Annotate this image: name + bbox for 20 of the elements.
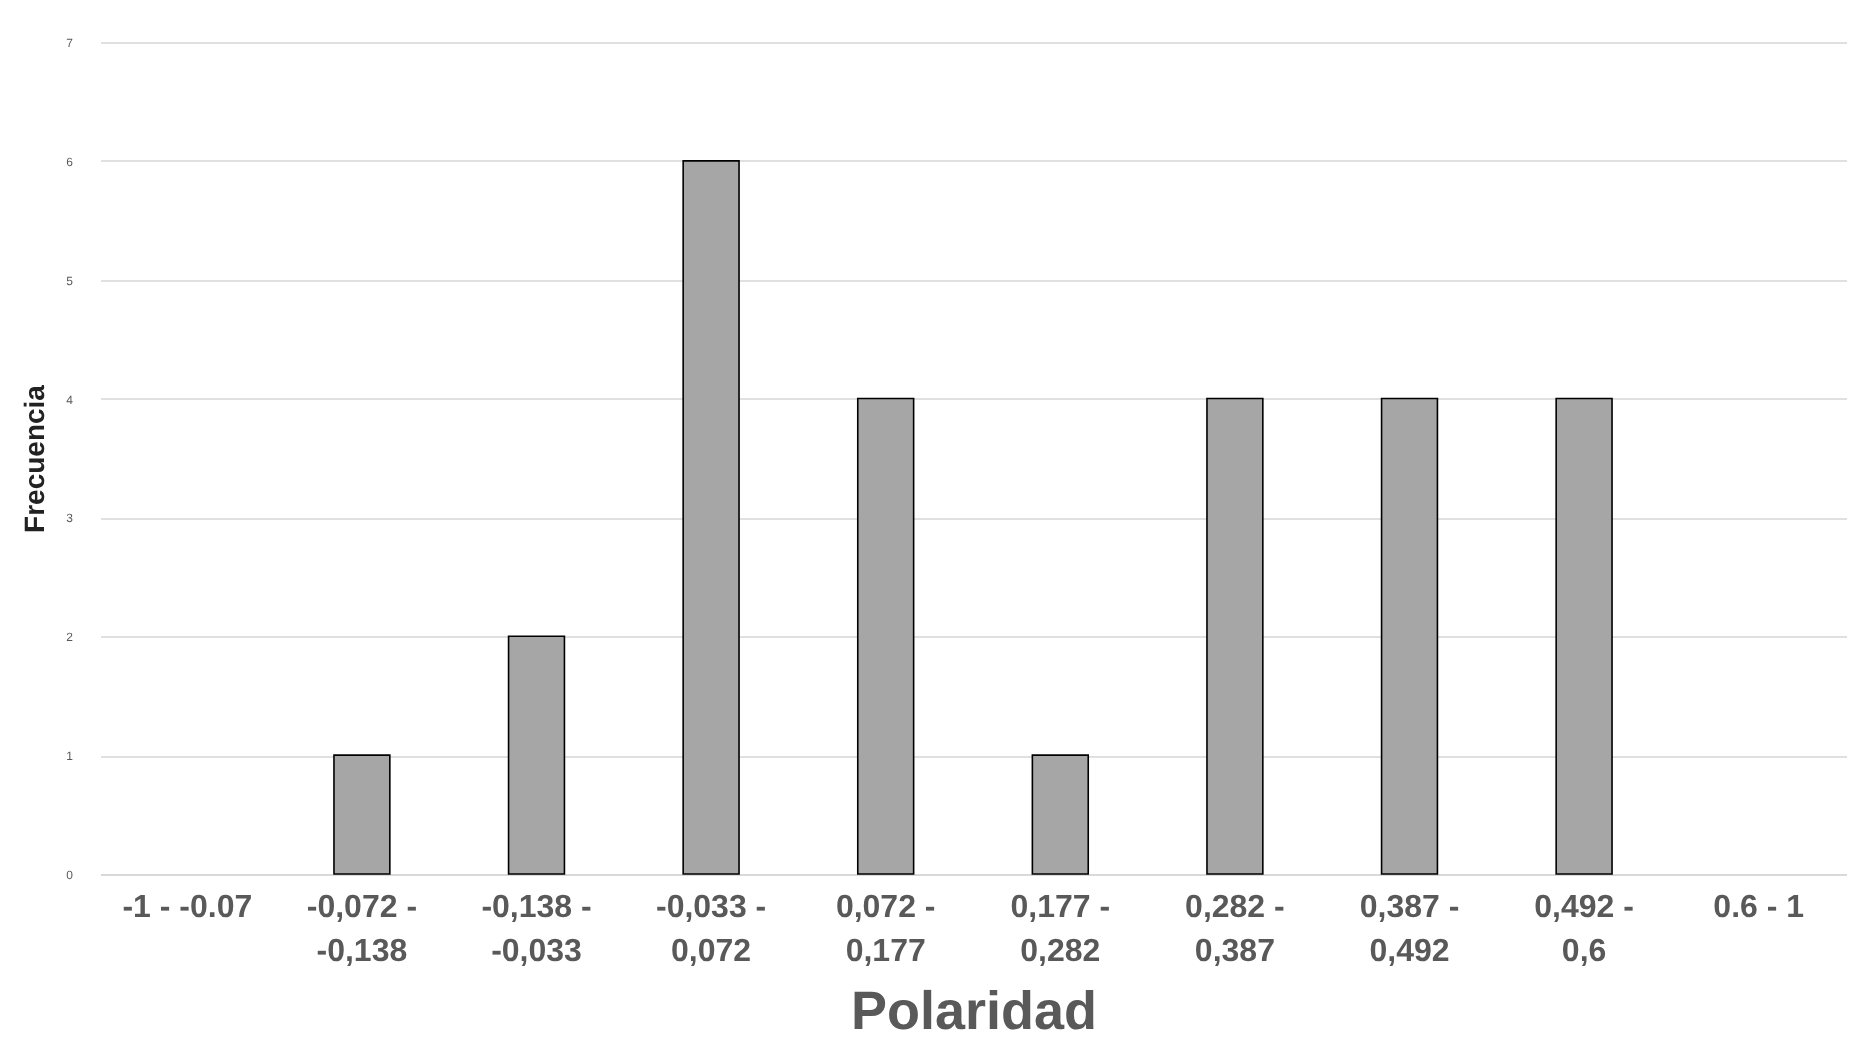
x-tick-label: -0,072 - -0,138 <box>306 891 418 969</box>
bar <box>1206 397 1264 875</box>
x-tick-label: -0,138 - -0,033 <box>481 891 592 969</box>
bar <box>1031 754 1090 875</box>
x-tick-label: 0,177 - 0,282 <box>1010 891 1111 969</box>
y-axis-title: Frecuencia <box>18 384 51 533</box>
x-tick-label: 0,072 - 0,177 <box>835 891 936 969</box>
bar <box>856 397 915 875</box>
x-tick-label: 0.6 - 1 <box>1713 891 1805 925</box>
x-tick-label: -1 - -0.07 <box>122 891 253 925</box>
bar <box>1380 397 1439 875</box>
x-axis-title: Polaridad <box>850 981 1098 1041</box>
bar <box>1555 397 1613 875</box>
x-tick-label: 0,282 - 0,387 <box>1185 891 1285 969</box>
bar <box>333 754 391 875</box>
bar <box>507 635 566 875</box>
bar <box>682 160 740 875</box>
x-tick-label: 0,387 - 0,492 <box>1359 891 1460 969</box>
x-tick-label: -0,033 - 0,072 <box>655 891 767 969</box>
x-tick-label: 0,492 - 0,6 <box>1534 891 1634 969</box>
